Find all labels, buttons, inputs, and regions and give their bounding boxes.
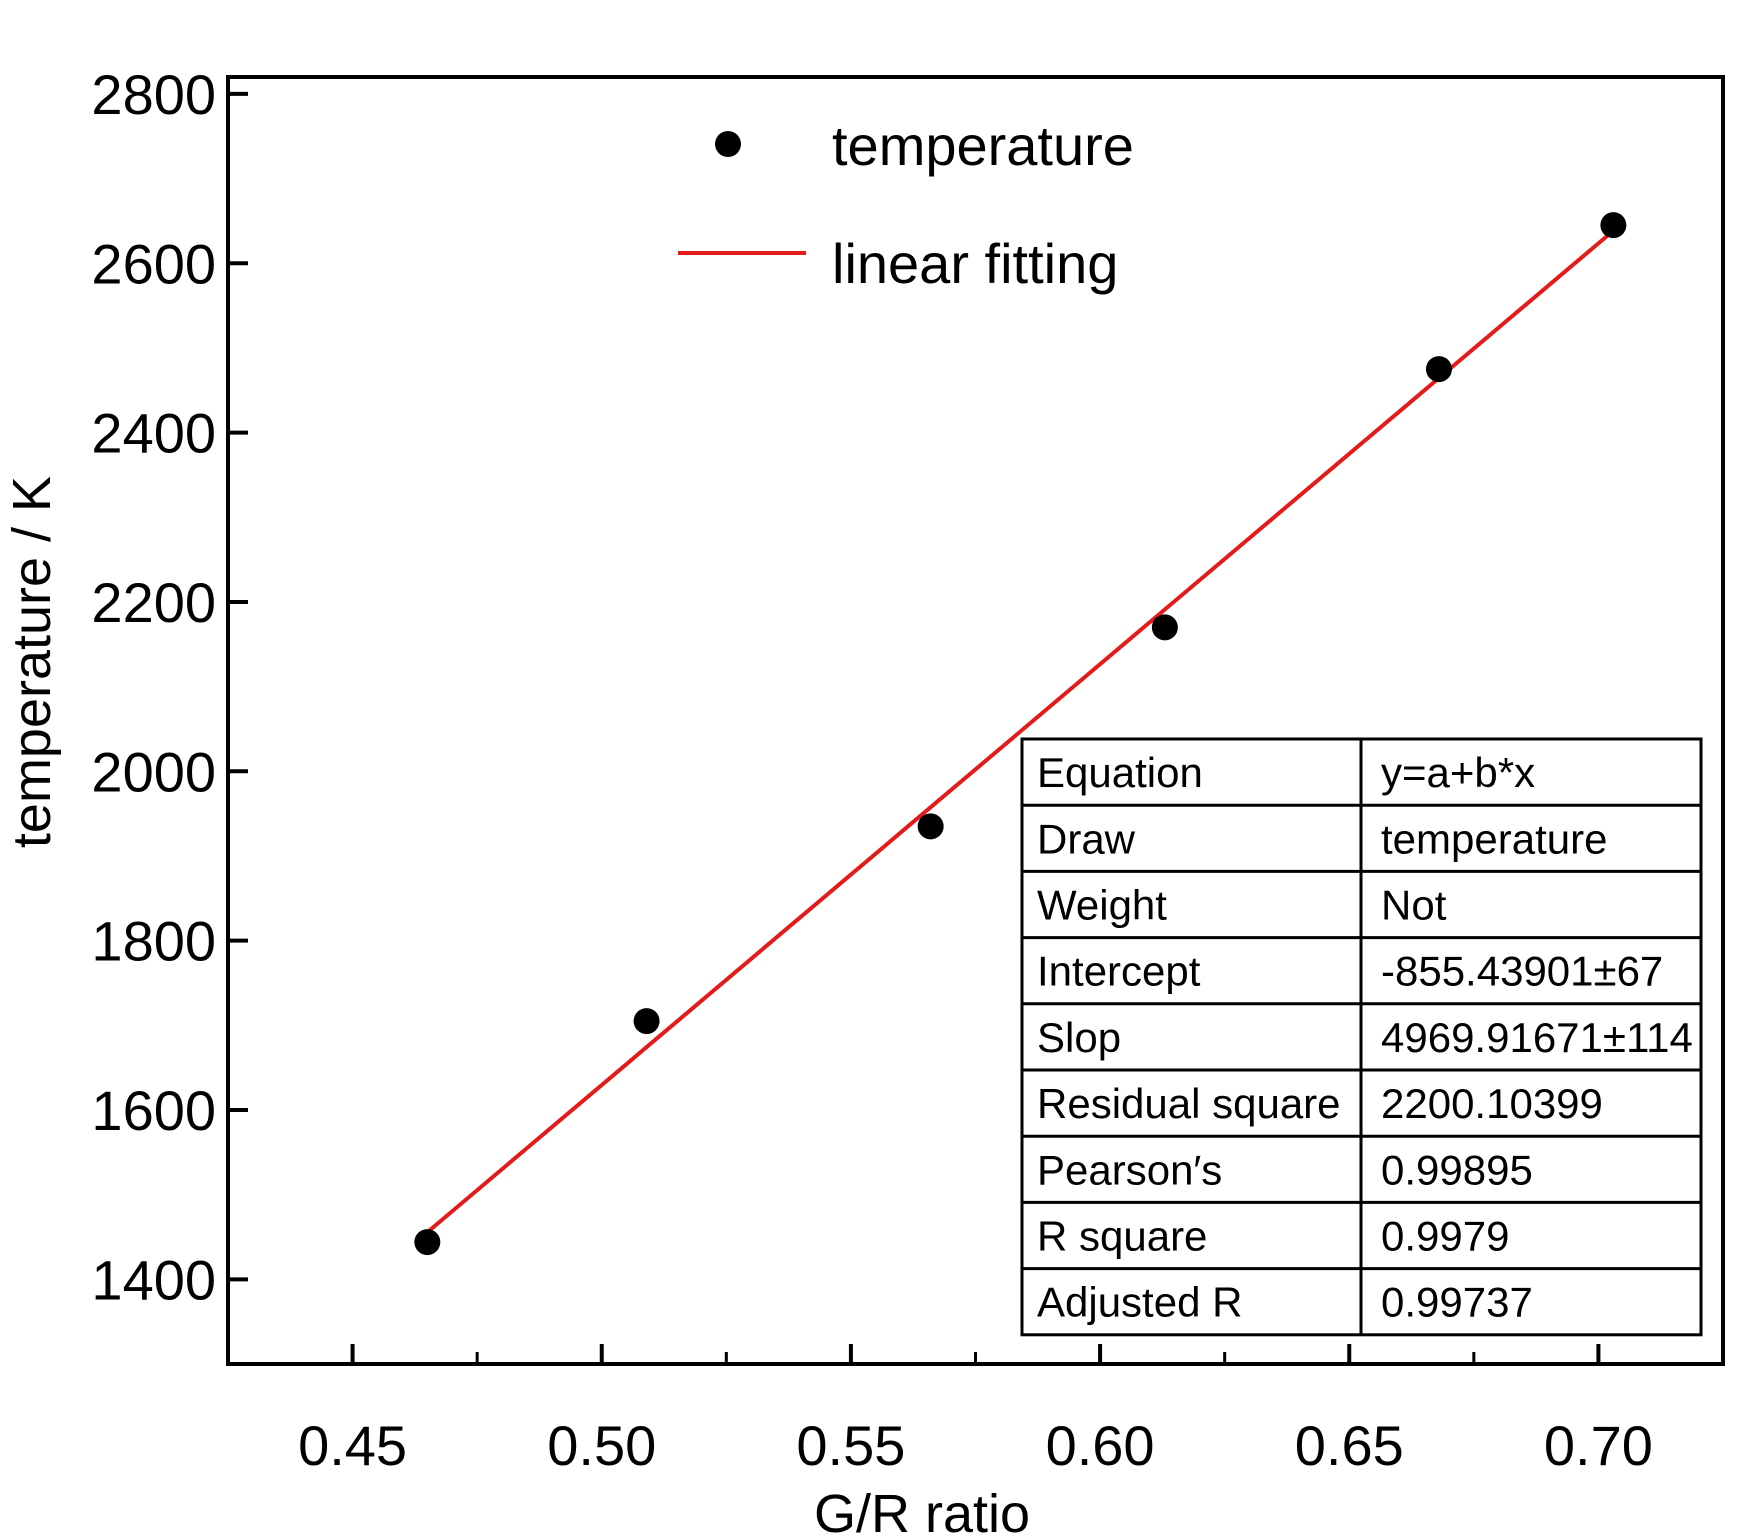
- fit-statistics-table: Equation y=a+b*x Draw temperature Weight Not I…: [1020, 737, 1703, 1337]
- stats-table-value: 0.99737: [1381, 1279, 1533, 1326]
- stats-table-value: -855.43901±67: [1381, 948, 1663, 995]
- stats-table-label: Pearson′s: [1037, 1146, 1222, 1193]
- stats-table-label: Equation: [1037, 749, 1203, 796]
- x-axis-ticks: 0.45 0.50 0.55 0.60 0.65 0.70: [298, 1344, 1653, 1477]
- y-tick-label: 1600: [91, 1079, 216, 1142]
- x-tick-label: 0.60: [1046, 1414, 1155, 1477]
- legend: temperature linear fitting: [678, 114, 1134, 295]
- stats-table-label: R square: [1037, 1213, 1207, 1260]
- y-tick-label: 1800: [91, 910, 216, 973]
- stats-table-value: 4969.91671±114: [1381, 1014, 1693, 1061]
- data-points: [414, 212, 1627, 1256]
- stats-table-label: Adjusted R: [1037, 1279, 1242, 1326]
- y-tick-label: 2200: [91, 571, 216, 634]
- stats-table-value: temperature: [1381, 815, 1607, 862]
- fit-line: [426, 229, 1615, 1234]
- stats-table-label: Draw: [1037, 815, 1136, 862]
- legend-marker-temperature: [715, 131, 741, 157]
- data-point: [1600, 212, 1627, 239]
- y-tick-label: 1400: [91, 1248, 216, 1311]
- stats-table-value: y=a+b*x: [1381, 749, 1535, 796]
- legend-label-linear-fitting: linear fitting: [832, 232, 1118, 295]
- legend-label-temperature: temperature: [832, 114, 1134, 177]
- x-tick-label: 0.50: [547, 1414, 656, 1477]
- stats-table-label: Intercept: [1037, 948, 1201, 995]
- data-point: [1425, 356, 1452, 383]
- stats-table-value: 0.9979: [1381, 1213, 1509, 1260]
- x-tick-label: 0.55: [796, 1414, 905, 1477]
- y-tick-label: 2000: [91, 740, 216, 803]
- y-tick-label: 2800: [91, 63, 216, 126]
- data-point: [414, 1229, 441, 1256]
- y-axis-title: temperature / K: [2, 476, 62, 848]
- data-point: [917, 813, 944, 840]
- stats-table-value: 2200.10399: [1381, 1080, 1603, 1127]
- y-tick-label: 2600: [91, 232, 216, 295]
- y-tick-label: 2400: [91, 402, 216, 465]
- y-axis-ticks: 1400 1600 1800 2000 2200 2400 2600 2800: [91, 63, 248, 1311]
- x-tick-label: 0.65: [1295, 1414, 1404, 1477]
- data-point: [633, 1008, 660, 1035]
- x-tick-label: 0.70: [1544, 1414, 1653, 1477]
- fit-line-layer: [426, 229, 1615, 1234]
- stats-table-label: Residual square: [1037, 1080, 1341, 1127]
- stats-table-label: Slop: [1037, 1014, 1121, 1061]
- data-point: [1151, 614, 1178, 641]
- stats-table-value: 0.99895: [1381, 1146, 1533, 1193]
- stats-table-label: Weight: [1037, 882, 1167, 929]
- x-tick-label: 0.45: [298, 1414, 407, 1477]
- x-axis-title: G/R ratio: [814, 1484, 1030, 1540]
- stats-table-value: Not: [1381, 882, 1447, 929]
